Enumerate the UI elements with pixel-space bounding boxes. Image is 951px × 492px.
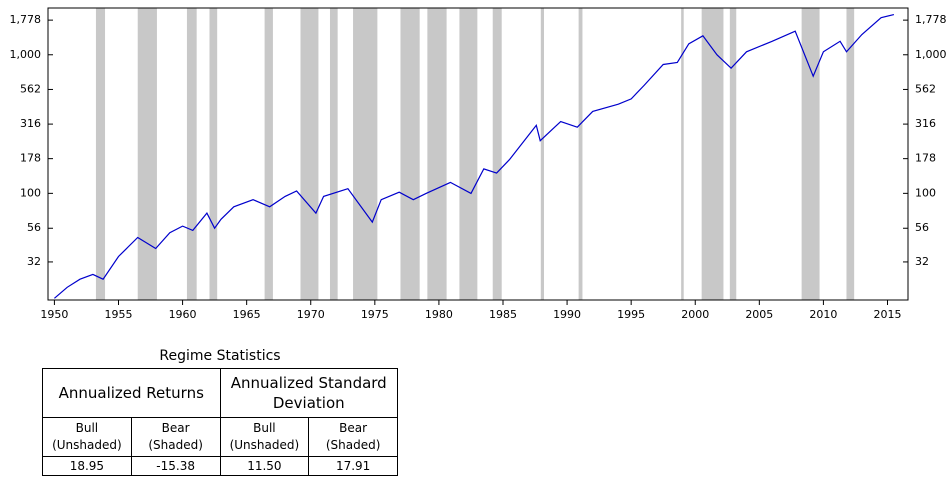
cell: 11.50 [219,456,310,476]
x-tick-label: 1985 [489,308,517,321]
y2-tick-label: 1,778 [915,13,947,26]
cell: 18.95 [42,456,132,476]
bear-shade [137,8,157,300]
y2-tick-label: 562 [915,82,936,95]
bear-shade [329,8,338,300]
bear-shade [492,8,502,300]
column-header: Bear (Shaded) [308,417,398,457]
cell: 17.91 [308,456,398,476]
x-tick-label: 1980 [425,308,453,321]
bear-shade [95,8,106,300]
y-tick-label: 100 [20,186,41,199]
x-tick-label: 1975 [361,308,389,321]
table: Annualized Returns Annualized Standard De… [42,368,398,476]
y2-tick-label: 316 [915,117,936,130]
y-tick-label: 56 [27,221,41,234]
y2-tick-label: 100 [915,186,936,199]
bear-shade [264,8,273,300]
x-tick-label: 2005 [745,308,773,321]
bear-shade [300,8,319,300]
y-tick-label: 1,778 [10,13,42,26]
x-tick-label: 2015 [873,308,901,321]
bear-shade [459,8,478,300]
x-tick-label: 1950 [40,308,68,321]
bear-shade [540,8,545,300]
y-tick-label: 316 [20,117,41,130]
column-header: Bull (Unshaded) [219,417,310,457]
x-tick-label: 1970 [297,308,325,321]
bear-shade [729,8,737,300]
x-tick-label: 2010 [809,308,837,321]
x-tick-label: 1995 [617,308,645,321]
x-tick-label: 1960 [169,308,197,321]
y2-tick-label: 56 [915,221,929,234]
bear-shade [681,8,684,300]
column-header: Bear (Shaded) [130,417,221,457]
bear-shade [701,8,724,300]
x-tick-label: 2000 [681,308,709,321]
group-header: Annualized Standard Deviation [219,368,398,418]
bear-shade [209,8,218,300]
y-tick-label: 562 [20,82,41,95]
y2-tick-label: 32 [915,255,929,268]
bear-shade [427,8,447,300]
group-header: Annualized Returns [42,368,221,418]
y-tick-label: 1,000 [10,48,42,61]
regime-table: Regime Statistics Annualized Returns Annu… [42,344,398,476]
bear-shade [801,8,820,300]
column-header: Bull (Unshaded) [42,417,132,457]
table-title: Regime Statistics [159,348,281,364]
x-tick-label: 1965 [233,308,261,321]
chart: 32 32 56 56 100 100 178 178 316 316 562 562 1,000 1,0… [10,7,947,321]
x-tick-label: 1955 [104,308,132,321]
cell: -15.38 [130,456,221,476]
y-tick-label: 178 [20,152,41,165]
y2-tick-label: 178 [915,152,936,165]
bear-shade [186,8,197,300]
bear-shade [353,8,378,300]
bear-shade [578,8,583,300]
x-tick-label: 1990 [553,308,581,321]
plot-frame [47,7,909,301]
bear-shade [846,8,855,300]
y-tick-label: 32 [27,255,41,268]
index-line [54,14,895,299]
bear-shade [400,8,420,300]
y2-tick-label: 1,000 [915,48,947,61]
